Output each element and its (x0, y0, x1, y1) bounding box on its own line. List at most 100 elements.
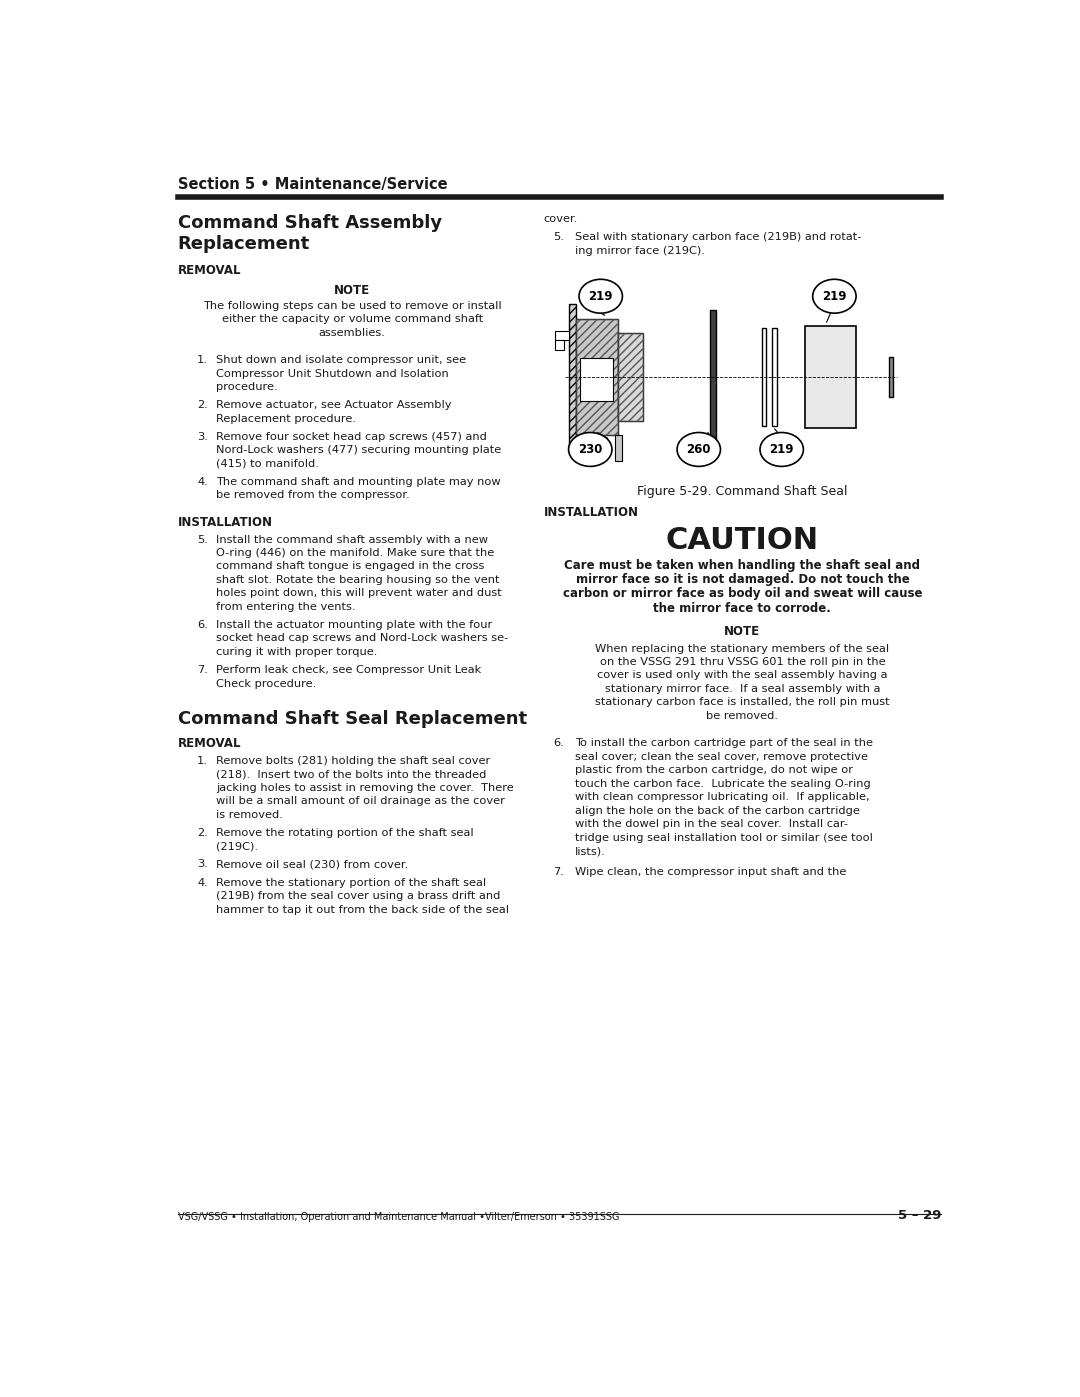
Text: holes point down, this will prevent water and dust: holes point down, this will prevent wate… (216, 588, 502, 598)
Text: REMOVAL: REMOVAL (177, 738, 241, 750)
Text: align the hole on the back of the carbon cartridge: align the hole on the back of the carbon… (575, 806, 860, 816)
Text: procedure.: procedure. (216, 383, 278, 393)
Text: lists).: lists). (575, 847, 606, 856)
Text: Section 5 • Maintenance/Service: Section 5 • Maintenance/Service (177, 177, 447, 193)
Text: plastic from the carbon cartridge, do not wipe or: plastic from the carbon cartridge, do no… (575, 766, 853, 775)
Text: socket head cap screws and Nord-Lock washers se-: socket head cap screws and Nord-Lock was… (216, 633, 509, 644)
Text: Command Shaft Assembly: Command Shaft Assembly (177, 214, 442, 232)
Text: be removed.: be removed. (706, 711, 779, 721)
Text: NOTE: NOTE (334, 284, 370, 298)
Bar (772, 328, 777, 426)
Text: 219: 219 (822, 289, 847, 303)
Ellipse shape (812, 279, 856, 313)
Text: Replacement procedure.: Replacement procedure. (216, 414, 356, 423)
Bar (568, 303, 577, 450)
Text: Remove oil seal (230) from cover.: Remove oil seal (230) from cover. (216, 859, 408, 869)
Text: stationary carbon face is installed, the roll pin must: stationary carbon face is installed, the… (595, 697, 890, 707)
Text: 7.: 7. (553, 868, 564, 877)
Text: Nord-Lock washers (477) securing mounting plate: Nord-Lock washers (477) securing mountin… (216, 446, 501, 455)
Text: Check procedure.: Check procedure. (216, 679, 316, 689)
Ellipse shape (568, 433, 612, 467)
Text: cover.: cover. (543, 214, 578, 224)
Text: CAUTION: CAUTION (666, 527, 819, 556)
Text: jacking holes to assist in removing the cover.  There: jacking holes to assist in removing the … (216, 782, 514, 793)
Text: curing it with proper torque.: curing it with proper torque. (216, 647, 378, 657)
Bar (555, 339, 564, 349)
Text: 1.: 1. (197, 756, 207, 766)
Text: 219: 219 (589, 289, 613, 303)
Text: with the dowel pin in the seal cover.  Install car-: with the dowel pin in the seal cover. In… (575, 819, 848, 828)
Text: cover is used only with the seal assembly having a: cover is used only with the seal assembl… (597, 671, 888, 680)
Text: 3.: 3. (197, 859, 207, 869)
Text: 5.: 5. (197, 535, 207, 545)
Text: 5.: 5. (553, 232, 564, 242)
Text: 219: 219 (769, 443, 794, 455)
Text: hammer to tap it out from the back side of the seal: hammer to tap it out from the back side … (216, 904, 510, 915)
Bar (710, 310, 716, 443)
Bar (580, 358, 612, 401)
Text: (219C).: (219C). (216, 841, 258, 851)
Text: Seal with stationary carbon face (219B) and rotat-: Seal with stationary carbon face (219B) … (575, 232, 861, 242)
Bar (555, 331, 568, 339)
Text: The command shaft and mounting plate may now: The command shaft and mounting plate may… (216, 476, 501, 486)
Text: 1.: 1. (197, 355, 207, 365)
Ellipse shape (677, 433, 720, 467)
Text: 3.: 3. (197, 432, 207, 441)
Text: 7.: 7. (197, 665, 207, 675)
Text: Remove four socket head cap screws (457) and: Remove four socket head cap screws (457)… (216, 432, 487, 441)
Text: seal cover; clean the seal cover, remove protective: seal cover; clean the seal cover, remove… (575, 752, 867, 761)
Text: To install the carbon cartridge part of the seal in the: To install the carbon cartridge part of … (575, 738, 873, 749)
Text: Shut down and isolate compressor unit, see: Shut down and isolate compressor unit, s… (216, 355, 467, 365)
Text: Care must be taken when handling the shaft seal and: Care must be taken when handling the sha… (565, 559, 920, 571)
Bar (618, 332, 643, 420)
Text: 4.: 4. (197, 877, 207, 887)
Text: 260: 260 (687, 443, 711, 455)
Text: Compressor Unit Shutdown and Isolation: Compressor Unit Shutdown and Isolation (216, 369, 449, 379)
Text: either the capacity or volume command shaft: either the capacity or volume command sh… (221, 314, 483, 324)
Bar (806, 326, 855, 427)
Text: The following steps can be used to remove or install: The following steps can be used to remov… (203, 300, 501, 312)
Text: assemblies.: assemblies. (319, 328, 386, 338)
Text: mirror face so it is not damaged. Do not touch the: mirror face so it is not damaged. Do not… (576, 573, 909, 587)
Text: is removed.: is removed. (216, 810, 283, 820)
Text: 5 – 29: 5 – 29 (897, 1208, 941, 1222)
Text: touch the carbon face.  Lubricate the sealing O-ring: touch the carbon face. Lubricate the sea… (575, 778, 870, 789)
Text: When replacing the stationary members of the seal: When replacing the stationary members of… (595, 644, 890, 654)
Text: shaft slot. Rotate the bearing housing so the vent: shaft slot. Rotate the bearing housing s… (216, 576, 500, 585)
Bar (889, 356, 893, 397)
Bar (580, 434, 588, 461)
Text: (219B) from the seal cover using a brass drift and: (219B) from the seal cover using a brass… (216, 891, 501, 901)
Text: Install the command shaft assembly with a new: Install the command shaft assembly with … (216, 535, 488, 545)
Bar (568, 303, 577, 450)
Text: 6.: 6. (197, 620, 207, 630)
Text: Figure 5-29. Command Shaft Seal: Figure 5-29. Command Shaft Seal (637, 485, 848, 497)
Text: 6.: 6. (553, 738, 564, 749)
Bar (618, 332, 643, 420)
Text: Command Shaft Seal Replacement: Command Shaft Seal Replacement (177, 711, 527, 728)
Bar (577, 319, 618, 434)
Text: will be a small amount of oil drainage as the cover: will be a small amount of oil drainage a… (216, 796, 505, 806)
Text: 2.: 2. (197, 400, 207, 411)
Text: (218).  Insert two of the bolts into the threaded: (218). Insert two of the bolts into the … (216, 770, 487, 780)
Text: from entering the vents.: from entering the vents. (216, 602, 356, 612)
Ellipse shape (579, 279, 622, 313)
Text: Remove the rotating portion of the shaft seal: Remove the rotating portion of the shaft… (216, 828, 474, 838)
Text: Wipe clean, the compressor input shaft and the: Wipe clean, the compressor input shaft a… (575, 868, 846, 877)
Text: 230: 230 (578, 443, 603, 455)
Text: Replacement: Replacement (177, 235, 310, 253)
Text: ing mirror face (219C).: ing mirror face (219C). (575, 246, 704, 256)
Text: carbon or mirror face as body oil and sweat will cause: carbon or mirror face as body oil and sw… (563, 587, 922, 601)
Text: NOTE: NOTE (725, 624, 760, 638)
Text: INSTALLATION: INSTALLATION (177, 515, 272, 529)
Text: VSG/VSSG • Installation, Operation and Maintenance Manual •Vilter/Emerson • 3539: VSG/VSSG • Installation, Operation and M… (177, 1211, 619, 1222)
Text: 4.: 4. (197, 476, 207, 486)
Ellipse shape (760, 433, 804, 467)
Bar (615, 434, 622, 461)
Text: tridge using seal installation tool or similar (see tool: tridge using seal installation tool or s… (575, 833, 873, 842)
Text: Remove actuator, see Actuator Assembly: Remove actuator, see Actuator Assembly (216, 400, 451, 411)
Text: 2.: 2. (197, 828, 207, 838)
Text: on the VSSG 291 thru VSSG 601 the roll pin in the: on the VSSG 291 thru VSSG 601 the roll p… (599, 657, 886, 666)
Text: Perform leak check, see Compressor Unit Leak: Perform leak check, see Compressor Unit … (216, 665, 482, 675)
Text: Remove the stationary portion of the shaft seal: Remove the stationary portion of the sha… (216, 877, 486, 887)
Text: INSTALLATION: INSTALLATION (543, 507, 638, 520)
